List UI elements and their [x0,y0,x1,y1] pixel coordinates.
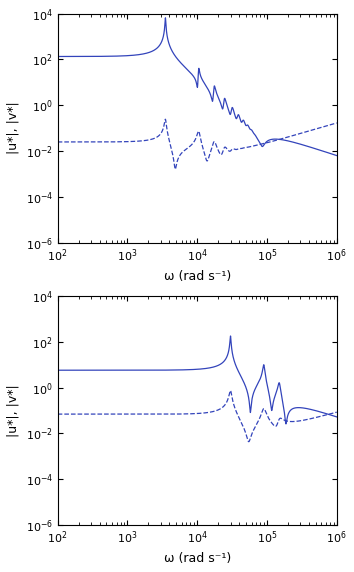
Y-axis label: |u*|, |v*|: |u*|, |v*| [7,384,20,437]
X-axis label: ω (rad s⁻¹): ω (rad s⁻¹) [164,552,231,565]
Y-axis label: |u*|, |v*|: |u*|, |v*| [7,102,20,154]
X-axis label: ω (rad s⁻¹): ω (rad s⁻¹) [164,269,231,283]
